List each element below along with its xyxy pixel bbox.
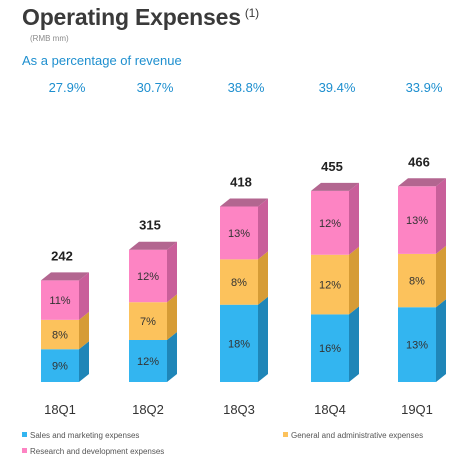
total-label: 242 xyxy=(51,248,73,263)
bar-segment-side xyxy=(436,299,446,382)
bar-segment xyxy=(220,304,258,382)
bar-segment-side xyxy=(79,311,89,350)
legend-item-rnd: Research and development expenses xyxy=(22,447,164,456)
bar-segment xyxy=(41,319,79,350)
bar-top-face xyxy=(220,198,268,207)
bar-segment xyxy=(129,302,167,340)
percent-of-revenue-label: 39.4% xyxy=(318,80,356,95)
segment-label: 16% xyxy=(319,343,341,355)
segment-label: 12% xyxy=(319,218,341,230)
percent-of-revenue-label: 27.9% xyxy=(48,80,86,95)
bar-segment xyxy=(220,206,258,260)
percent-of-revenue-label: 33.9% xyxy=(405,80,443,95)
bar-segment-side xyxy=(436,178,446,254)
bar-segment-side xyxy=(258,198,268,260)
bar-segment-side xyxy=(349,306,359,382)
legend-item-admin: General and administrative expenses xyxy=(283,431,423,440)
bar-segment xyxy=(129,249,167,303)
subtitle: As a percentage of revenue xyxy=(22,53,182,68)
title-footnote: (1) xyxy=(244,6,259,20)
total-label: 466 xyxy=(408,154,430,169)
segment-label: 13% xyxy=(406,340,428,352)
legend-swatch-admin xyxy=(283,432,288,438)
segment-label: 11% xyxy=(49,295,70,307)
legend-swatch-rnd xyxy=(22,448,27,454)
segment-label: 8% xyxy=(231,277,247,289)
bar-segment xyxy=(311,254,349,315)
bar-segment-side xyxy=(258,296,268,382)
bar-segment xyxy=(311,190,349,255)
segment-label: 12% xyxy=(137,356,159,368)
bar-segment-side xyxy=(167,241,177,303)
x-tick-label: 18Q3 xyxy=(223,402,255,417)
chart-title: Operating Expenses (1) xyxy=(22,4,259,30)
bar-segment xyxy=(398,186,436,254)
total-label: 418 xyxy=(230,174,252,189)
total-label: 455 xyxy=(321,159,343,174)
segment-label: 12% xyxy=(137,271,159,283)
percent-of-revenue-label: 30.7% xyxy=(136,80,174,95)
bar-segment-side xyxy=(436,245,446,308)
bar-segment-side xyxy=(258,251,268,305)
x-tick-label: 18Q1 xyxy=(44,402,76,417)
bar-segment xyxy=(398,307,436,382)
bar-segment xyxy=(311,314,349,382)
segment-label: 18% xyxy=(228,338,250,350)
bar-top-face xyxy=(129,241,177,250)
x-tick-label: 18Q2 xyxy=(132,402,164,417)
total-label: 315 xyxy=(139,218,161,233)
bar-segment-side xyxy=(349,182,359,255)
bar-segment-side xyxy=(167,294,177,340)
bar-segment xyxy=(220,259,258,305)
bar-top-face xyxy=(398,178,446,187)
percent-of-revenue-label: 38.8% xyxy=(227,80,265,95)
bar-segment-side xyxy=(79,341,89,382)
segment-label: 9% xyxy=(52,361,68,373)
legend-label-rnd: Research and development expenses xyxy=(30,447,165,456)
bar-top-face xyxy=(311,182,359,191)
bar-segment-side xyxy=(79,272,89,320)
legend-label-admin: General and administrative expenses xyxy=(291,431,424,440)
segment-label: 13% xyxy=(228,228,250,240)
segment-label: 8% xyxy=(52,330,68,342)
bar-segment-side xyxy=(167,332,177,382)
segment-label: 13% xyxy=(406,215,428,227)
unit-label: (RMB mm) xyxy=(30,34,69,43)
segment-label: 12% xyxy=(319,280,341,292)
legend-label-sales: Sales and marketing expenses xyxy=(30,431,140,440)
bar-segment xyxy=(41,349,79,382)
bar-segment xyxy=(41,280,79,320)
bar-segment-side xyxy=(349,246,359,315)
segment-label: 7% xyxy=(140,316,156,328)
x-tick-label: 18Q4 xyxy=(314,402,346,417)
bar-segment xyxy=(398,253,436,308)
legend-item-sales: Sales and marketing expenses xyxy=(22,431,139,440)
bar-top-face xyxy=(41,272,89,281)
legend-swatch-sales xyxy=(22,432,27,438)
bar-segment xyxy=(129,340,167,382)
x-tick-label: 19Q1 xyxy=(401,402,433,417)
segment-label: 8% xyxy=(409,276,425,288)
